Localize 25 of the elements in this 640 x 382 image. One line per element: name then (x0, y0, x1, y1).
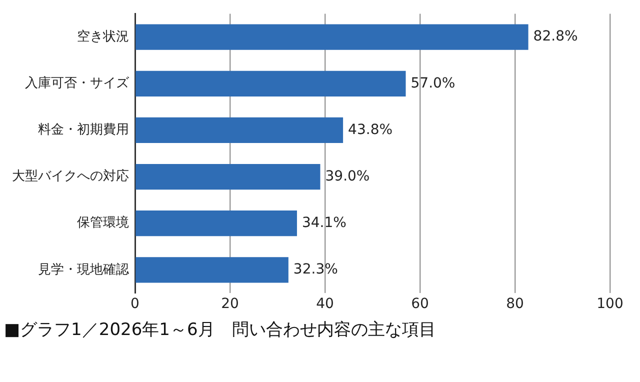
bar (136, 164, 320, 190)
bar (136, 70, 406, 96)
bar (136, 24, 528, 50)
bar (136, 257, 288, 283)
bar (136, 117, 344, 144)
data-label: 34.1% (302, 214, 346, 231)
x-tick-label: 80 (506, 296, 524, 312)
y-tick-label: 空き状況 (77, 29, 129, 44)
y-tick-label: 大型バイクへの対応 (12, 168, 129, 184)
y-tick-label: 保管環境 (77, 214, 129, 231)
bar (136, 210, 297, 236)
y-tick-label: 入庫可否・サイズ (25, 75, 130, 92)
data-label: 82.8% (533, 28, 578, 45)
text: ■グラフ1／2026年1～6月 問い合わせ内容の主な項目 (4, 319, 436, 341)
x-tick-label: 100 (596, 296, 624, 312)
data-label: 32.3% (293, 262, 338, 278)
x-tick-label: 40 (316, 296, 334, 312)
x-tick-label: 60 (411, 296, 429, 312)
x-tick-label: 0 (130, 296, 140, 312)
x-tick-label: 20 (221, 296, 239, 312)
y-tick-label: 料金・初期費用 (38, 122, 129, 138)
data-label: 39.0% (325, 168, 370, 184)
data-label: 43.8% (348, 122, 393, 138)
y-tick-label: 見学・現地確認 (38, 262, 129, 278)
data-label: 57.0% (410, 75, 456, 92)
